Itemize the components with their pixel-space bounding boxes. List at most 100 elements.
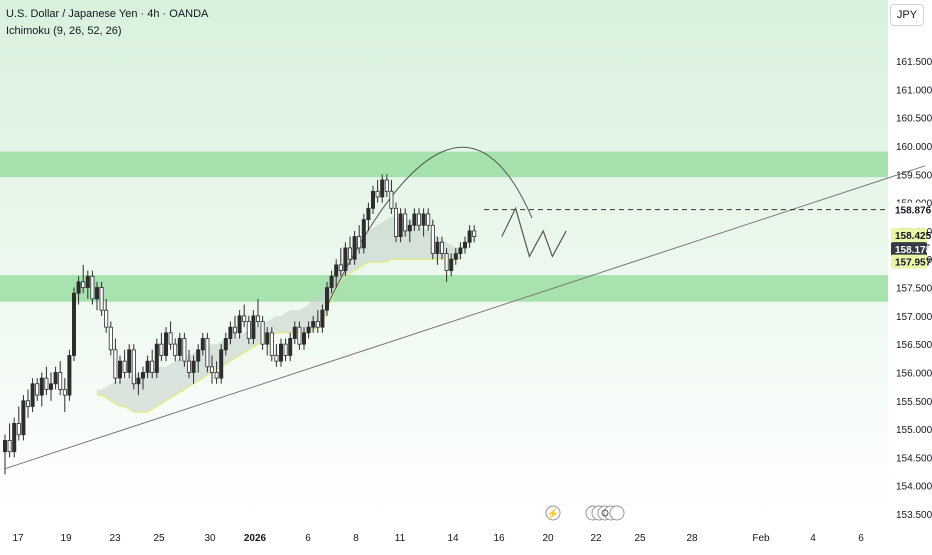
candle-body — [35, 383, 40, 396]
time-tick-label: 17 — [12, 533, 24, 544]
candle — [72, 287, 77, 362]
time-axis: 17 19 23 25 30 2026 6 8 11 14 16 20 22 25 28 Feb 4 6 — [12, 533, 864, 544]
candle-body — [430, 224, 435, 254]
candle — [30, 378, 35, 413]
candle-body — [269, 332, 274, 356]
candle-body — [343, 247, 348, 271]
candle-body — [140, 372, 145, 379]
candle-body — [265, 332, 270, 345]
price-tick-label: 161.000 — [896, 85, 932, 96]
candle — [200, 332, 205, 356]
candle — [462, 236, 467, 254]
candle-body — [329, 275, 334, 288]
price-axis: 161.500161.000160.500160.000159.500159.0… — [896, 57, 932, 521]
candle — [412, 208, 417, 231]
candle-body — [384, 179, 389, 192]
candle — [191, 355, 196, 384]
indicator-label[interactable]: Ichimoku (9, 26, 52, 26) — [6, 25, 122, 37]
candle-body — [370, 190, 375, 209]
candle — [274, 344, 279, 367]
candle-body — [393, 207, 398, 237]
price-tick-label: 153.500 — [896, 510, 932, 521]
candle-body — [58, 372, 63, 390]
candle — [76, 276, 81, 305]
candle — [219, 344, 224, 384]
candle-body — [375, 190, 380, 198]
candle-body — [154, 343, 159, 373]
candle-body — [173, 343, 178, 356]
currency-button[interactable]: JPY — [890, 4, 924, 26]
candle — [205, 332, 210, 373]
candle-body — [352, 236, 357, 260]
cloud-edge-line — [97, 258, 461, 413]
candle-body — [200, 338, 205, 351]
time-tick-label: Feb — [752, 533, 770, 544]
candle-body — [260, 321, 265, 345]
candle — [343, 242, 348, 277]
candle-body — [12, 423, 17, 453]
candle — [430, 219, 435, 260]
candle-body — [306, 326, 311, 334]
candle — [242, 304, 247, 328]
candle — [53, 366, 58, 390]
candle — [182, 332, 187, 367]
price-tick-label: 161.500 — [896, 57, 932, 68]
candle — [467, 225, 472, 248]
price-tick-label: 154.500 — [896, 453, 932, 464]
candle — [375, 179, 380, 203]
candle-body — [21, 400, 26, 436]
time-tick-label: 4 — [810, 533, 816, 544]
candle-body — [389, 190, 394, 209]
candle — [269, 327, 274, 362]
candle — [403, 208, 408, 237]
candle — [168, 321, 173, 350]
svg-text:⚡: ⚡ — [547, 507, 559, 520]
candle-body — [398, 213, 403, 237]
candle — [177, 332, 182, 362]
candle — [186, 349, 191, 379]
candle — [228, 321, 233, 345]
time-tick-label: 28 — [686, 533, 698, 544]
candle — [338, 247, 343, 277]
candle — [150, 349, 155, 379]
candle-body — [232, 326, 237, 334]
candle — [389, 179, 394, 214]
candle — [283, 338, 288, 362]
candle — [265, 327, 270, 356]
cloud-price-label-box — [891, 254, 927, 269]
last-price-label: 158.425 — [895, 231, 932, 242]
candle-body — [403, 213, 408, 232]
candle — [237, 310, 242, 339]
candle-body — [416, 213, 421, 226]
candle-body — [361, 219, 366, 249]
candle — [3, 434, 8, 475]
candle — [306, 321, 311, 339]
ascending-trendline — [4, 165, 926, 470]
candle — [90, 270, 95, 305]
symbol-title[interactable]: U.S. Dollar / Japanese Yen · 4h · OANDA — [6, 8, 209, 20]
candle-body — [334, 264, 339, 277]
candle-body — [122, 360, 127, 373]
candle-body — [113, 349, 118, 379]
candle — [127, 344, 132, 379]
price-tick-label: 160.500 — [896, 114, 932, 125]
price-tick-label: 160.000 — [896, 142, 932, 153]
candle-body — [347, 247, 352, 260]
candle-body — [237, 315, 242, 334]
candle-body — [315, 321, 320, 328]
candle-body — [49, 383, 54, 390]
candle — [458, 242, 463, 260]
time-tick-label: 30 — [204, 533, 216, 544]
candle — [301, 327, 306, 350]
events-icon — [585, 505, 625, 521]
candle-body — [7, 439, 12, 453]
candle-body — [118, 360, 123, 379]
candle-body — [380, 179, 385, 198]
candle-body — [30, 383, 35, 407]
candle-body — [214, 372, 219, 379]
candle-body — [320, 309, 325, 328]
candle-body — [131, 349, 136, 385]
candle — [163, 327, 168, 362]
